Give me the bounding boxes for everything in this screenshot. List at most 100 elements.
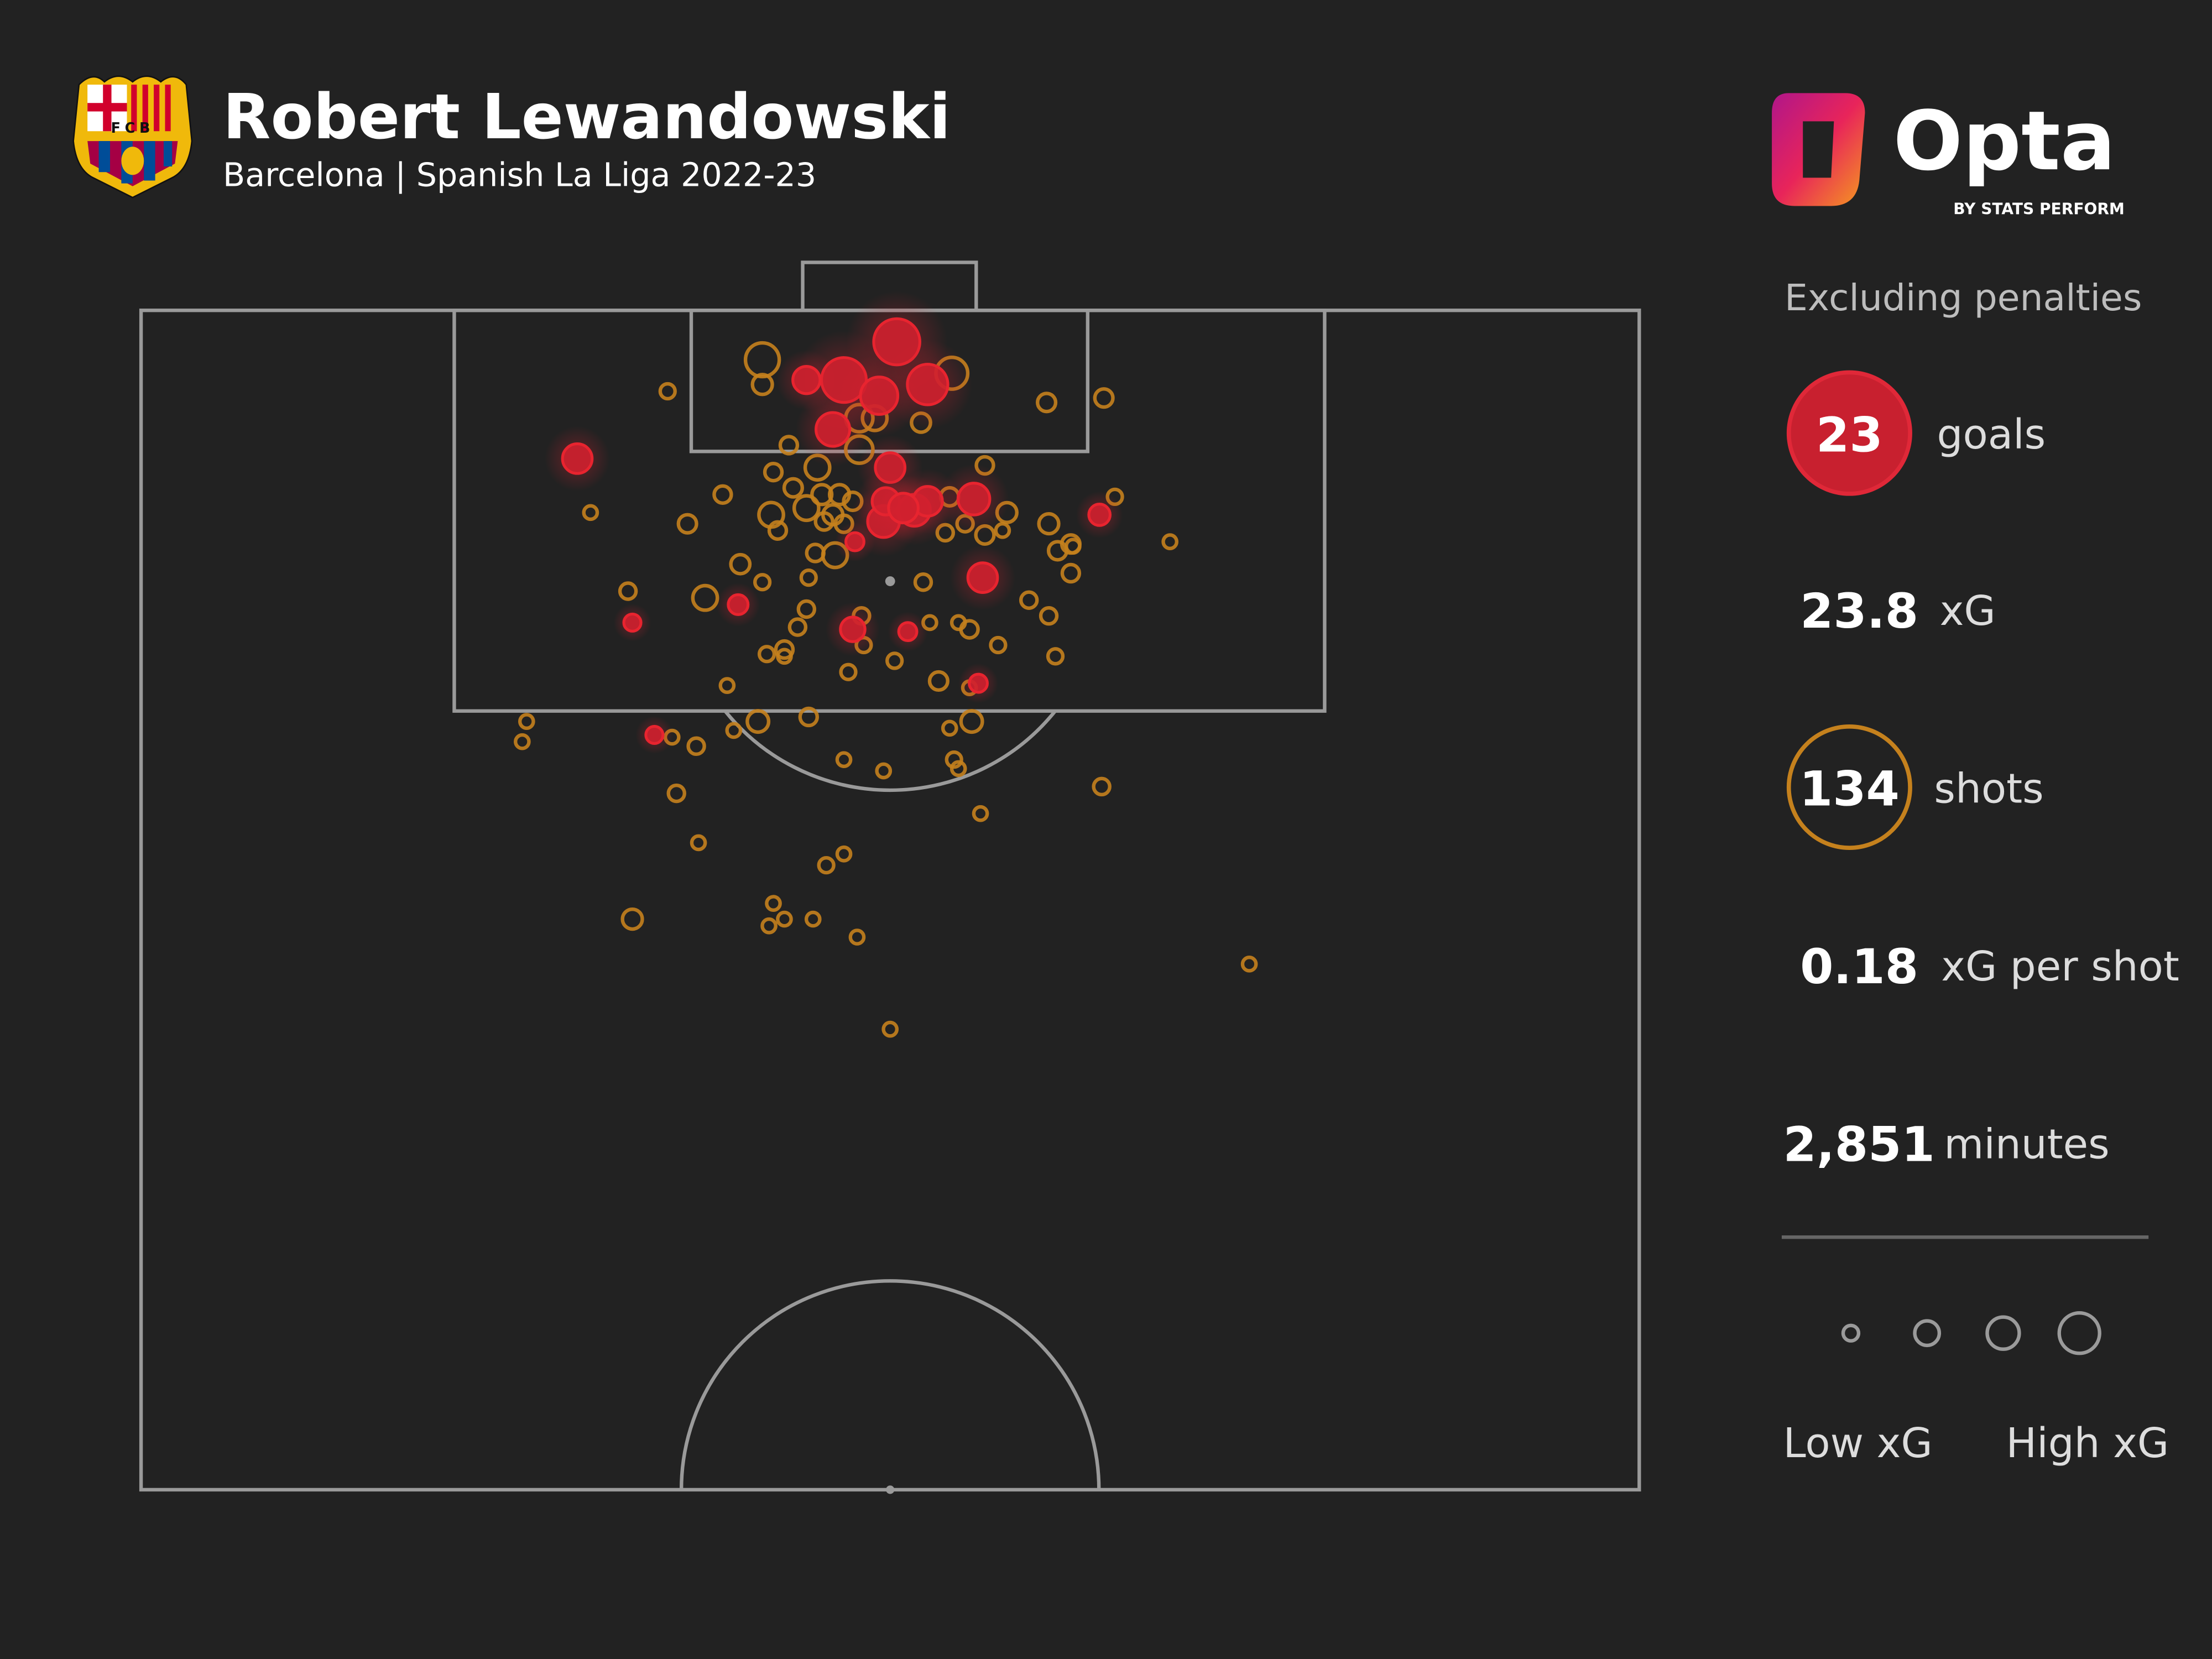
shot-marker (582, 504, 599, 521)
legend-size-circle (2057, 1311, 2101, 1355)
shots-layer (514, 291, 1258, 1038)
shot-marker (778, 435, 800, 456)
goal-marker (727, 593, 750, 616)
shots-label: shots (1934, 765, 2043, 813)
legend-low-label: Low xG (1783, 1420, 1932, 1467)
shot-marker (972, 805, 989, 822)
opta-logo: Opta BY STATS PERFORM (1772, 93, 2125, 218)
shot-marker (804, 910, 822, 928)
shot-marker (712, 484, 733, 505)
shot-marker (848, 928, 866, 946)
shot-marker (514, 733, 531, 750)
shot-marker (658, 382, 677, 401)
minutes-value: 2,851 (1783, 1117, 1934, 1172)
shot-marker (743, 341, 781, 379)
goal-marker (897, 621, 919, 643)
xg-per-shot-label: xG per shot (1941, 943, 2179, 990)
shot-marker (763, 462, 784, 483)
centre-spot (886, 1485, 895, 1494)
centre-circle (679, 1279, 1101, 1490)
shot-marker (767, 520, 789, 541)
shot-marker (945, 750, 963, 769)
shot-marker (1092, 776, 1112, 797)
shot-marker (799, 568, 818, 587)
minutes-label: minutes (1944, 1120, 2109, 1168)
shot-marker (745, 709, 771, 734)
goal-marker (644, 724, 665, 745)
penalty-spot (885, 576, 895, 586)
shot-marker (835, 751, 853, 769)
shot-marker (782, 477, 804, 499)
legend-size-circle (1841, 1323, 1861, 1343)
shot-marker (774, 639, 795, 660)
excluding-penalties-note: Excluding penalties (1785, 276, 2142, 319)
shot-marker (1093, 387, 1115, 409)
shot-marker (805, 542, 826, 564)
shot-marker (798, 706, 819, 728)
shot-marker (885, 651, 904, 670)
shot-marker (1060, 562, 1082, 584)
shot-marker (959, 619, 980, 640)
shot-marker (989, 635, 1008, 655)
shot-marker (1036, 392, 1058, 414)
shot-marker (881, 1020, 899, 1038)
goals-badge (1786, 370, 1912, 496)
shot-marker (1240, 955, 1258, 973)
goals-label: goals (1937, 411, 2046, 458)
penalty-arc (723, 709, 1057, 792)
opta-tagline: BY STATS PERFORM (1953, 200, 2125, 218)
goal-marker (859, 375, 900, 416)
shot-marker (927, 670, 950, 692)
page-subtitle: Barcelona | Spanish La Liga 2022-23 (223, 156, 816, 194)
shot-marker (776, 648, 793, 665)
xg-value: 23.8 (1800, 583, 1918, 639)
legend-size-circle (1913, 1319, 1942, 1348)
goal-marker (1087, 503, 1112, 527)
shot-marker (1065, 538, 1082, 555)
shot-marker (518, 713, 535, 730)
shot-marker (792, 494, 821, 523)
shot-marker (959, 709, 984, 734)
goal-marker (815, 411, 852, 448)
shot-marker (839, 662, 858, 681)
shots-value: 134 (1799, 761, 1900, 817)
shot-marker (941, 719, 958, 737)
goal-marker (791, 364, 822, 395)
goal-marker (561, 442, 594, 475)
shot-marker (765, 895, 782, 912)
xg-label: xG (1940, 587, 1996, 635)
shot-marker (813, 511, 834, 532)
shot-marker (666, 783, 686, 804)
shot-marker (1046, 647, 1065, 666)
shot-marker (796, 599, 817, 619)
shot-marker (875, 762, 893, 780)
shot-marker (686, 736, 706, 757)
shot-marker (725, 722, 743, 739)
legend-high-label: High xG (2006, 1420, 2169, 1467)
shot-marker (835, 845, 853, 863)
shot-marker (810, 483, 834, 507)
legend-size-circle (1985, 1315, 2021, 1351)
shot-marker (676, 513, 698, 535)
shot-marker (618, 581, 638, 601)
shot-marker (817, 855, 836, 875)
xg-size-legend (1841, 1311, 2101, 1355)
goal-marker (968, 672, 989, 694)
goal-marker (887, 492, 920, 525)
shot-marker (1039, 606, 1059, 626)
shot-marker (690, 834, 707, 852)
shot-marker (776, 910, 793, 928)
shot-marker (620, 907, 644, 931)
shot-marker (691, 583, 719, 612)
goal-marker (622, 612, 643, 633)
goal-marker (844, 531, 865, 552)
shot-marker (1019, 590, 1039, 610)
shot-marker (760, 917, 778, 935)
goal-marker (966, 561, 999, 594)
shot-marker (757, 645, 776, 664)
goal-marker (956, 482, 992, 517)
shot-marker (787, 617, 808, 637)
opta-wordmark: Opta (1893, 93, 2115, 189)
xg-per-shot-value: 0.18 (1800, 939, 1918, 995)
